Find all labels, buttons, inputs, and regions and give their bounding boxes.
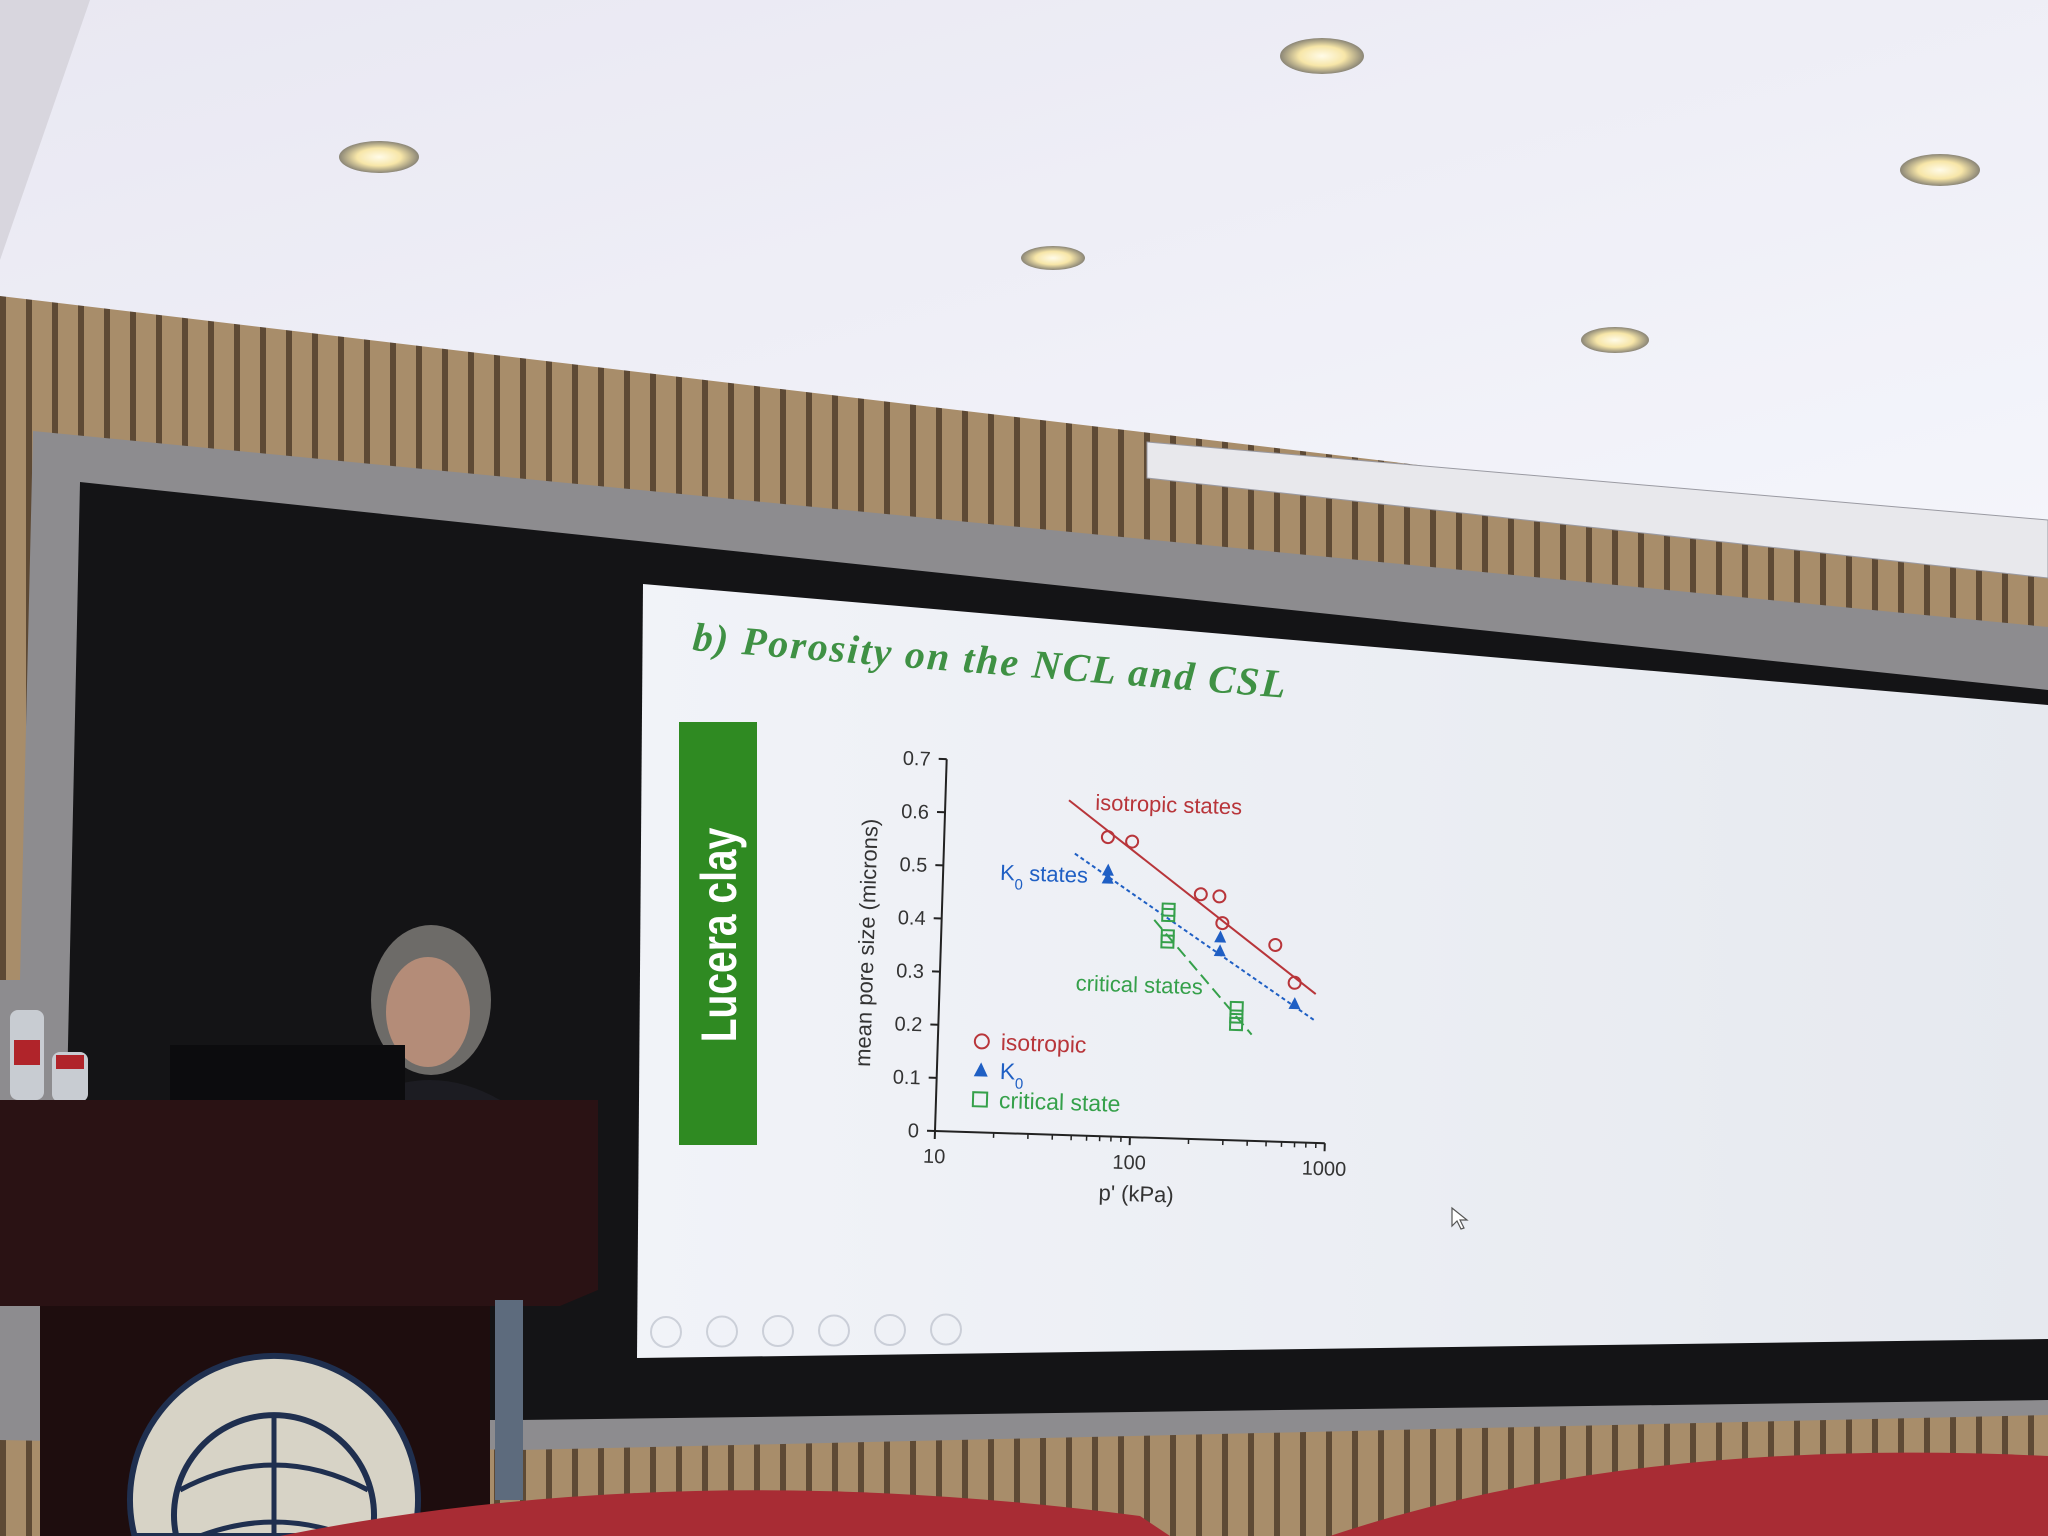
data-point-k0 (1101, 871, 1114, 884)
bottle-label (56, 1055, 84, 1069)
y-tick-label: 0 (908, 1120, 920, 1142)
data-point-critical (1228, 1016, 1244, 1032)
y-tick-label: 0.1 (893, 1067, 921, 1090)
data-point-isotropic (1193, 887, 1208, 902)
projector-screen-housing (1146, 441, 2048, 579)
x-axis-label: p' (kPa) (1098, 1180, 1174, 1207)
side-bar (679, 722, 757, 1145)
ceiling-corner (0, 0, 90, 260)
y-tick-label: 0.4 (898, 907, 926, 930)
ceiling-light (339, 141, 419, 173)
prev-icon (650, 1316, 682, 1348)
zoom-icon (874, 1314, 906, 1346)
fit-line-critical (1153, 919, 1253, 1036)
more-icon (930, 1313, 962, 1346)
podium-top (0, 1100, 598, 1306)
next-icon (706, 1315, 738, 1348)
legend-marker-isotropic (973, 1033, 990, 1050)
data-point-k0 (1288, 997, 1301, 1010)
y-axis (934, 759, 948, 1132)
y-tick-label: 0.5 (899, 854, 927, 877)
ceiling-light (1280, 38, 1364, 74)
slideshow-toolbar (650, 1313, 962, 1348)
ceiling-light (1021, 246, 1085, 270)
ceiling-light (1581, 327, 1649, 353)
data-point-isotropic (1212, 889, 1227, 904)
x-tick-label: 10 (923, 1146, 946, 1169)
y-tick-label: 0.7 (903, 748, 931, 771)
data-point-critical (1161, 907, 1176, 923)
x-tick-label: 1000 (1301, 1158, 1346, 1181)
x-tick-label: 100 (1112, 1152, 1146, 1175)
legend-label: isotropic (1000, 1029, 1086, 1058)
data-point-critical (1160, 934, 1175, 949)
data-point-critical (1229, 1000, 1244, 1016)
data-point-k0 (1213, 944, 1226, 957)
line-label-critical: critical states (1075, 970, 1203, 999)
slide (637, 584, 2048, 1358)
y-tick-label: 0.3 (896, 960, 924, 983)
ceiling-lights (339, 38, 1980, 353)
legend-marker-k0 (973, 1062, 988, 1077)
y-tick-label: 0.2 (894, 1013, 922, 1036)
laptop (170, 1045, 405, 1103)
data-point-isotropic (1287, 975, 1302, 990)
data-point-k0 (1101, 863, 1114, 876)
data-point-isotropic (1215, 916, 1230, 931)
audience-seat (280, 1490, 1170, 1536)
audience-seat (1330, 1452, 2048, 1536)
data-points (1100, 830, 1302, 1032)
legend-marker-critical (971, 1091, 989, 1108)
data-point-k0 (1214, 930, 1227, 943)
side-label-text: Lucera clay (690, 828, 747, 1043)
pen-icon (762, 1315, 794, 1347)
ceiling-light (1900, 154, 1980, 186)
ceiling (0, 0, 2048, 540)
presenter-face (386, 957, 470, 1067)
presenter-leg (495, 1300, 523, 1500)
line-label-isotropic: isotropic states (1095, 790, 1242, 820)
y-tick-label: 0.6 (901, 801, 929, 824)
slides-icon (818, 1314, 850, 1347)
bottle-label (14, 1040, 40, 1065)
water-bottles (10, 1010, 88, 1102)
data-point-isotropic (1100, 830, 1115, 845)
mouse-cursor-icon (1451, 1206, 1469, 1230)
data-point-isotropic (1125, 834, 1140, 849)
chart: 0 0.1 0.2 0.3 0.4 0.5 0.6 0.7 10 100 1000 isotropi… (850, 748, 1347, 1208)
podium (0, 1100, 598, 1536)
data-point-critical (1229, 1009, 1244, 1024)
side-label-bar: Lucera clay (679, 722, 757, 1145)
legend-label: critical state (999, 1087, 1121, 1117)
axes: 0 0.1 0.2 0.3 0.4 0.5 0.6 0.7 10 100 1000 (893, 748, 1347, 1181)
data-point-isotropic (1268, 937, 1283, 952)
